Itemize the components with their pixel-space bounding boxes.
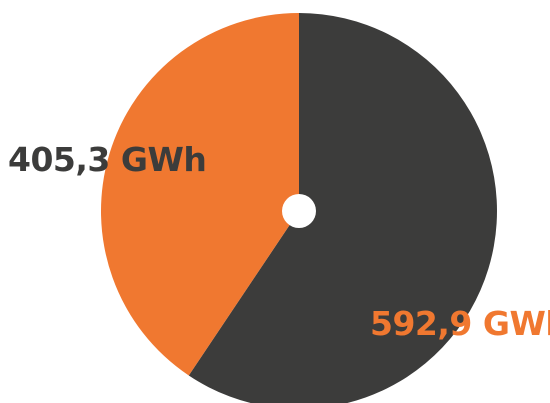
- pie-center-hole: [282, 194, 316, 228]
- pie-slice-405-3-gwh: [100, 13, 300, 376]
- pie-slices: [100, 13, 497, 403]
- slice-label-405-3-gwh: 405,3 GWh: [8, 140, 206, 179]
- slice-label-592-9-gwh: 592,9 GWh: [370, 304, 550, 343]
- pie-slice-592-9-gwh: [188, 13, 497, 403]
